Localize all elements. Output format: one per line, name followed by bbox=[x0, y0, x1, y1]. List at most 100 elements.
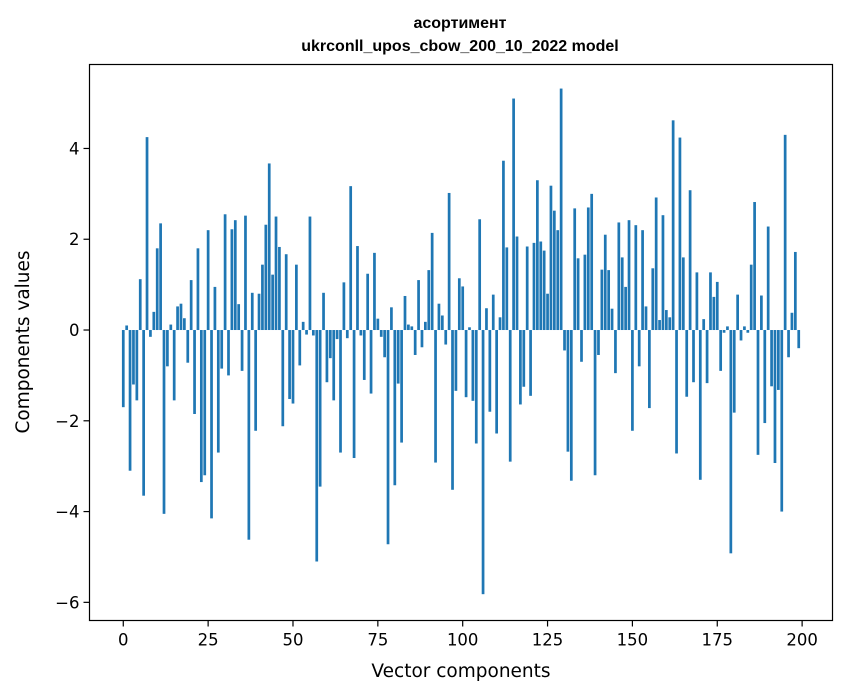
bar-42 bbox=[264, 224, 268, 331]
bar-132 bbox=[569, 330, 573, 481]
bar-176 bbox=[719, 330, 723, 371]
bar-10 bbox=[155, 248, 159, 331]
bar-171 bbox=[702, 319, 706, 331]
bar-36 bbox=[244, 215, 247, 331]
chart-title: асортимент bbox=[413, 15, 506, 32]
x-tick-label: 150 bbox=[617, 631, 649, 650]
bar-98 bbox=[454, 330, 458, 391]
bar-188 bbox=[760, 295, 763, 331]
bar-64 bbox=[339, 330, 342, 453]
x-tick-label: 175 bbox=[702, 631, 734, 650]
chart-subtitle: ukrconll_upos_cbow_200_10_2022 model bbox=[301, 38, 618, 55]
bar-13 bbox=[166, 330, 169, 367]
x-axis-ticks: 0 25 50 75 100 125 150 175 200 bbox=[118, 620, 818, 650]
bar-153 bbox=[641, 230, 644, 331]
bar-56 bbox=[311, 330, 315, 336]
y-axis-ticks: −6 −4 −2 0 2 4 bbox=[55, 139, 90, 612]
bar-92 bbox=[434, 330, 437, 463]
bar-144 bbox=[610, 308, 614, 331]
bar-62 bbox=[332, 330, 336, 401]
bar-165 bbox=[681, 257, 685, 331]
bar-123 bbox=[539, 241, 543, 331]
bar-21 bbox=[193, 330, 196, 414]
bar-129 bbox=[559, 88, 563, 331]
bar-126 bbox=[549, 185, 553, 331]
bar-124 bbox=[542, 250, 546, 331]
bar-104 bbox=[474, 330, 478, 444]
bar-119 bbox=[525, 246, 529, 331]
bar-142 bbox=[603, 234, 607, 331]
bar-97 bbox=[451, 330, 454, 490]
bar-196 bbox=[787, 330, 790, 358]
bar-78 bbox=[386, 330, 390, 545]
bar-68 bbox=[352, 330, 356, 459]
bar-172 bbox=[705, 330, 709, 384]
bar-175 bbox=[715, 281, 719, 331]
y-tick-label: −2 bbox=[55, 412, 79, 431]
bar-192 bbox=[773, 330, 777, 464]
bar-4 bbox=[135, 330, 139, 401]
bar-187 bbox=[756, 330, 760, 455]
bar-23 bbox=[199, 330, 203, 483]
bar-15 bbox=[172, 330, 176, 401]
bar-57 bbox=[315, 330, 319, 562]
bar-67 bbox=[349, 186, 353, 331]
bar-162 bbox=[671, 120, 675, 331]
bar-69 bbox=[356, 246, 359, 331]
bar-138 bbox=[590, 193, 594, 331]
bar-76 bbox=[379, 330, 383, 337]
bar-84 bbox=[407, 324, 410, 331]
bar-60 bbox=[325, 330, 329, 383]
bar-51 bbox=[295, 264, 298, 331]
bar-33 bbox=[233, 220, 237, 331]
bar-7 bbox=[145, 137, 149, 331]
bar-63 bbox=[335, 330, 339, 340]
bar-154 bbox=[644, 306, 648, 331]
plot-frame bbox=[88, 63, 834, 622]
bar-198 bbox=[793, 251, 797, 331]
bar-19 bbox=[186, 330, 190, 363]
y-tick-label: −6 bbox=[55, 593, 79, 612]
bar-140 bbox=[597, 330, 600, 355]
bar-38 bbox=[250, 292, 254, 331]
bar-130 bbox=[563, 330, 566, 351]
bar-73 bbox=[369, 330, 373, 394]
bar-115 bbox=[512, 98, 515, 331]
bar-17 bbox=[179, 303, 183, 331]
bar-180 bbox=[732, 330, 736, 413]
bar-91 bbox=[430, 232, 434, 331]
bar-131 bbox=[566, 330, 570, 452]
bar-5 bbox=[138, 279, 142, 331]
bar-101 bbox=[464, 330, 468, 398]
bar-37 bbox=[247, 330, 251, 540]
y-tick-label: 0 bbox=[69, 321, 80, 340]
bar-150 bbox=[631, 330, 634, 431]
bar-111 bbox=[498, 317, 502, 331]
bar-159 bbox=[661, 215, 665, 331]
bar-14 bbox=[169, 324, 173, 331]
bar-94 bbox=[440, 315, 444, 331]
bar-16 bbox=[176, 306, 179, 331]
bar-164 bbox=[678, 137, 682, 331]
bar-74 bbox=[373, 252, 376, 331]
bar-185 bbox=[749, 264, 753, 331]
bar-55 bbox=[308, 216, 312, 331]
bar-66 bbox=[345, 330, 349, 339]
bar-182 bbox=[739, 330, 743, 341]
bar-166 bbox=[685, 330, 689, 397]
bar-169 bbox=[695, 272, 699, 331]
bar-12 bbox=[162, 330, 166, 514]
bar-28 bbox=[216, 330, 220, 453]
bar-44 bbox=[271, 274, 274, 331]
bar-133 bbox=[573, 208, 577, 331]
bar-39 bbox=[254, 330, 258, 431]
bar-148 bbox=[624, 286, 627, 331]
x-axis-label: Vector components bbox=[371, 661, 550, 682]
bar-99 bbox=[457, 278, 461, 331]
bar-54 bbox=[305, 330, 308, 335]
bar-157 bbox=[654, 197, 658, 331]
bar-107 bbox=[485, 308, 488, 331]
bar-45 bbox=[274, 216, 278, 331]
x-tick-label: 0 bbox=[118, 631, 129, 650]
bar-48 bbox=[284, 254, 288, 331]
